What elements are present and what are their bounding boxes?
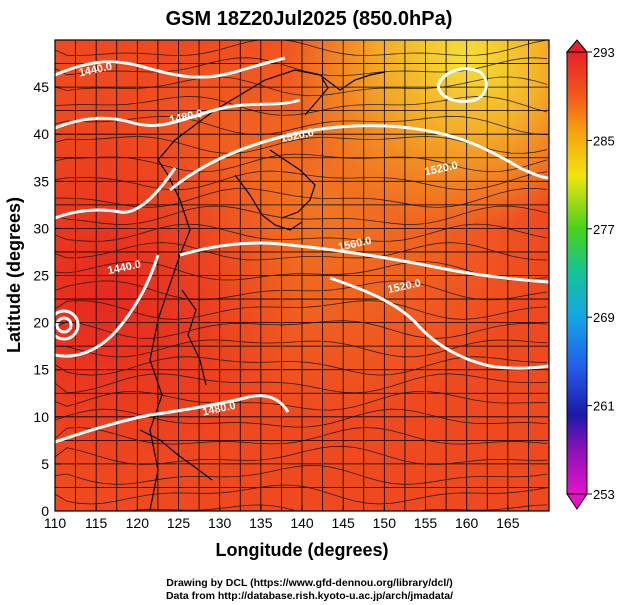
- plot-area: 1440.01480.01520.01520.01560.01520.01440…: [55, 40, 549, 511]
- colorbar-ticks: 293 285 277 269 261 253: [587, 45, 615, 502]
- x-axis-ticks: 110 115 120 125 130 135 140 145 150 155 160 165: [44, 505, 520, 531]
- colorbar-tick-label: 253: [593, 487, 615, 502]
- y-tick-label: 5: [41, 456, 49, 472]
- typhoon-center: [55, 309, 80, 341]
- x-tick-label: 165: [496, 515, 520, 531]
- x-tick-label: 115: [85, 515, 108, 531]
- wind-streamlines: [55, 40, 548, 511]
- y-tick-label: 15: [33, 362, 49, 378]
- x-tick-label: 125: [167, 515, 191, 531]
- colorbar-tick-label: 285: [593, 133, 615, 148]
- colorbar: 293 285 277 269 261 253: [565, 39, 615, 510]
- y-tick-label: 30: [33, 220, 49, 236]
- colorbar-tick-label: 277: [593, 222, 615, 237]
- x-tick-label: 130: [208, 515, 232, 531]
- colorbar-bottom-arrow: [566, 493, 588, 510]
- x-tick-label: 110: [44, 515, 67, 531]
- x-tick-label: 140: [290, 515, 314, 531]
- x-tick-label: 135: [249, 515, 273, 531]
- y-tick-label: 25: [33, 268, 49, 284]
- footer-credit-data: Data from http://database.rish.kyoto-u.a…: [165, 590, 454, 602]
- y-axis-label: Latitude (degrees): [4, 197, 24, 353]
- y-axis-ticks: 0 5 10 15 20 25 30 35 40 45: [33, 79, 61, 519]
- chart-title: GSM 18Z20Jul2025 (850.0hPa): [166, 8, 453, 30]
- x-axis-label: Longitude (degrees): [215, 540, 388, 560]
- colorbar-top-arrow: [565, 39, 589, 53]
- x-tick-label: 160: [455, 515, 479, 531]
- y-tick-label: 0: [41, 503, 49, 519]
- height-contours: [55, 56, 549, 444]
- footer-credit-drawing: Drawing by DCL (https://www.gfd-dennou.o…: [166, 577, 453, 589]
- colorbar-tick-label: 261: [593, 399, 615, 414]
- y-tick-label: 45: [33, 79, 49, 95]
- y-tick-label: 20: [33, 315, 49, 331]
- x-tick-label: 150: [373, 515, 397, 531]
- x-tick-label: 155: [414, 515, 438, 531]
- x-tick-label: 120: [126, 515, 150, 531]
- y-tick-label: 35: [33, 173, 49, 189]
- x-tick-label: 145: [331, 515, 355, 531]
- y-tick-label: 40: [33, 126, 49, 142]
- colorbar-tick-label: 269: [593, 310, 615, 325]
- coastline: [139, 69, 386, 511]
- colorbar-gradient: [566, 51, 588, 495]
- colorbar-tick-label: 293: [593, 45, 615, 60]
- y-tick-label: 10: [33, 409, 49, 425]
